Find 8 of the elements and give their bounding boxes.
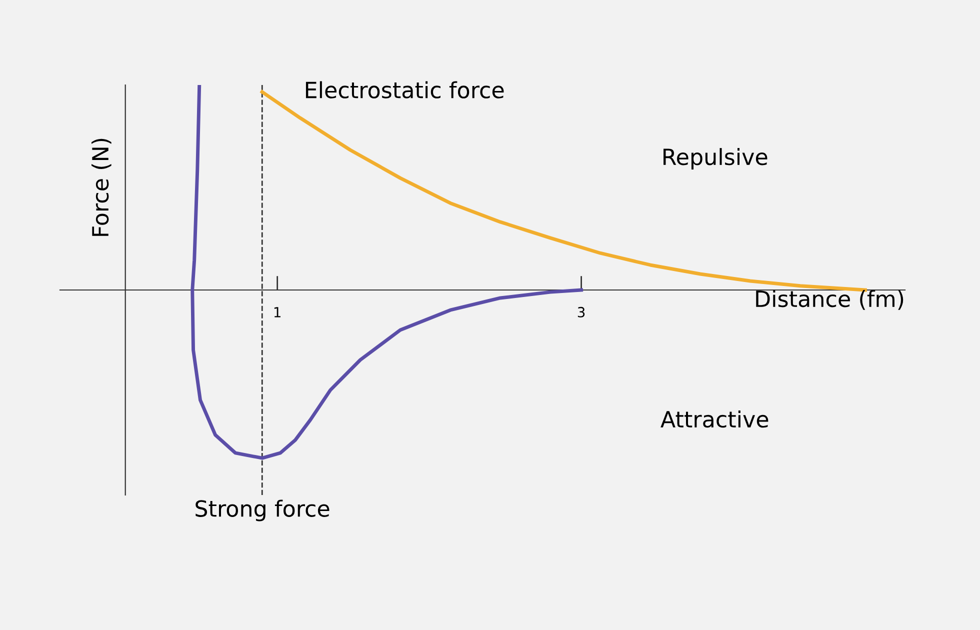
text: Strong force [196, 500, 330, 522]
x-tick-label: 3 [578, 306, 585, 318]
series-label: Electrostatic force [306, 81, 504, 98]
annotation: Repulsive [664, 148, 768, 170]
x-axis-title: Distance (fm) [756, 290, 904, 310]
x-tick-label: 1 [274, 307, 280, 318]
annotation: Attractive [660, 410, 768, 428]
y-axis-title: Force (N) [92, 138, 112, 236]
